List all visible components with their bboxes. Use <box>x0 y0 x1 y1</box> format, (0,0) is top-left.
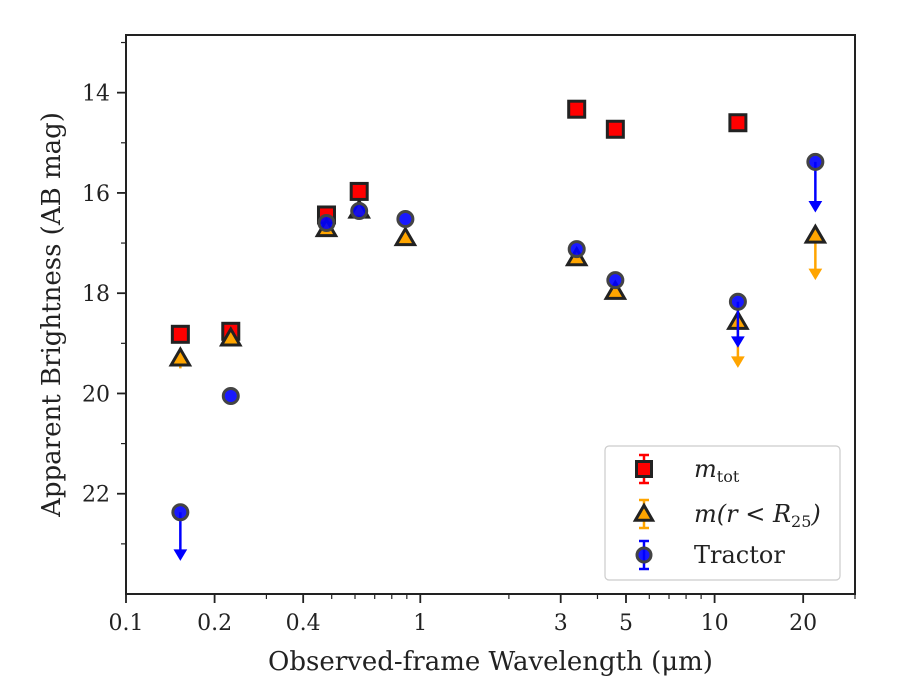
series-2-point <box>396 209 415 228</box>
x-tick-label: 0.2 <box>197 611 232 636</box>
series-2-point <box>221 386 240 405</box>
y-axis: 14 16 18 20 22 <box>82 41 126 545</box>
series-2-point <box>350 201 369 220</box>
series-1-points <box>168 198 828 369</box>
legend-marker <box>632 502 656 522</box>
series-1-point <box>218 326 243 347</box>
legend-label-main: Tractor <box>694 541 785 569</box>
plot-frame <box>125 34 856 595</box>
y-tick-label: 16 <box>82 182 110 207</box>
y-tick-label: 22 <box>82 483 110 508</box>
series-1-upper-limit-arrow-head <box>731 356 745 368</box>
y-tick-label: 18 <box>82 282 110 307</box>
series-1-point <box>393 225 418 247</box>
series-2-upper-limit-arrow-head <box>731 336 745 348</box>
y-tick-label: 14 <box>82 82 110 107</box>
series-2-point <box>171 503 190 522</box>
series-2-point <box>806 152 825 171</box>
legend: mtot m(r < R25) Tractor <box>604 445 841 581</box>
y-tick-label: 20 <box>82 382 110 407</box>
series-0-points <box>170 99 748 344</box>
legend-marker <box>635 460 653 478</box>
legend-label: m(r < R25) <box>694 500 821 531</box>
x-tick-label: 1 <box>413 611 427 636</box>
series-0-point <box>349 181 369 201</box>
series-2-point <box>728 292 747 311</box>
x-axis-label: Observed-frame Wavelength (μm) <box>268 647 713 677</box>
series-2-upper-limit-arrow-head <box>808 200 823 213</box>
series-2-point <box>567 240 586 259</box>
series-1-point <box>603 279 628 300</box>
series-1-point <box>168 346 193 367</box>
legend-label-main: m(r < R <box>694 500 791 528</box>
x-tick-label: 0.1 <box>109 611 144 636</box>
series-0-point <box>567 99 587 119</box>
series-2-point <box>606 271 625 290</box>
legend-marker <box>635 546 653 564</box>
legend-label: Tractor <box>694 541 785 569</box>
series-0-point <box>170 324 190 344</box>
series-0-point <box>728 113 748 133</box>
series-0-point <box>605 119 625 139</box>
x-tick-label: 20 <box>789 611 817 636</box>
series-2-points <box>171 152 825 561</box>
series-1-point <box>803 223 828 244</box>
x-tick-label: 3 <box>554 611 568 636</box>
x-tick-label: 10 <box>701 611 729 636</box>
legend-box <box>604 445 841 581</box>
x-tick-label: 0.4 <box>286 611 321 636</box>
legend-label: mtot <box>694 455 740 486</box>
legend-label-sub: tot <box>717 467 740 486</box>
plot-marks <box>168 99 828 561</box>
series-2-upper-limit-arrow-head <box>173 549 188 561</box>
x-tick-label: 5 <box>619 611 633 636</box>
legend-label-suffix: ) <box>810 500 820 528</box>
legend-label-sub: 25 <box>791 512 811 531</box>
series-1-upper-limit-arrow-head <box>808 268 823 281</box>
series-2-point <box>317 214 336 233</box>
x-axis: 0.1 0.2 0.4 1 3 5 10 20 <box>109 594 856 636</box>
y-axis-label: Apparent Brightness (AB mag) <box>37 112 67 518</box>
legend-label-main: m <box>694 455 717 483</box>
